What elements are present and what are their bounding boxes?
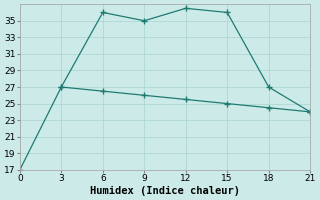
X-axis label: Humidex (Indice chaleur): Humidex (Indice chaleur) bbox=[90, 186, 240, 196]
